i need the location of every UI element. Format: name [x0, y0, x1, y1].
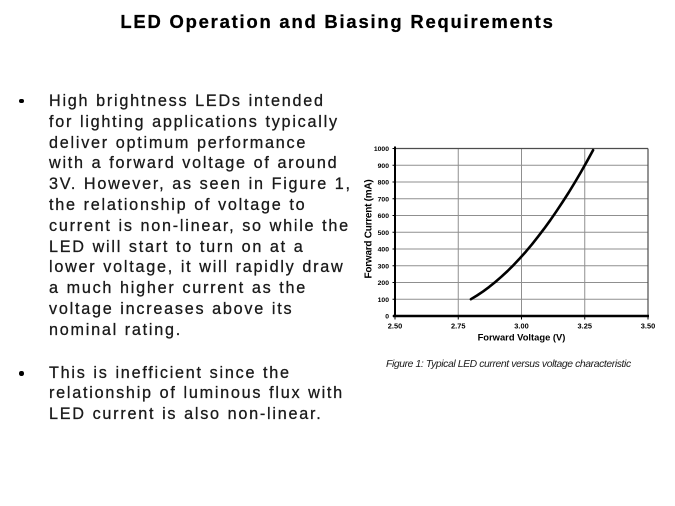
svg-text:300: 300 — [378, 263, 390, 270]
svg-text:3.00: 3.00 — [514, 322, 528, 331]
svg-text:200: 200 — [378, 280, 390, 287]
svg-text:100: 100 — [378, 297, 390, 304]
svg-text:3.50: 3.50 — [641, 322, 655, 331]
svg-text:400: 400 — [378, 247, 390, 254]
svg-text:Forward Voltage (V): Forward Voltage (V) — [478, 332, 566, 343]
svg-text:2.50: 2.50 — [388, 322, 402, 331]
svg-text:800: 800 — [378, 180, 390, 187]
svg-text:500: 500 — [378, 230, 390, 237]
svg-text:3.25: 3.25 — [578, 322, 592, 331]
svg-text:0: 0 — [385, 314, 389, 321]
svg-text:600: 600 — [378, 213, 390, 220]
svg-text:700: 700 — [378, 196, 390, 203]
svg-text:900: 900 — [378, 163, 390, 170]
svg-text:2.75: 2.75 — [451, 322, 465, 331]
svg-text:Forward Current (mA): Forward Current (mA) — [363, 180, 374, 279]
svg-text:1000: 1000 — [374, 146, 389, 153]
